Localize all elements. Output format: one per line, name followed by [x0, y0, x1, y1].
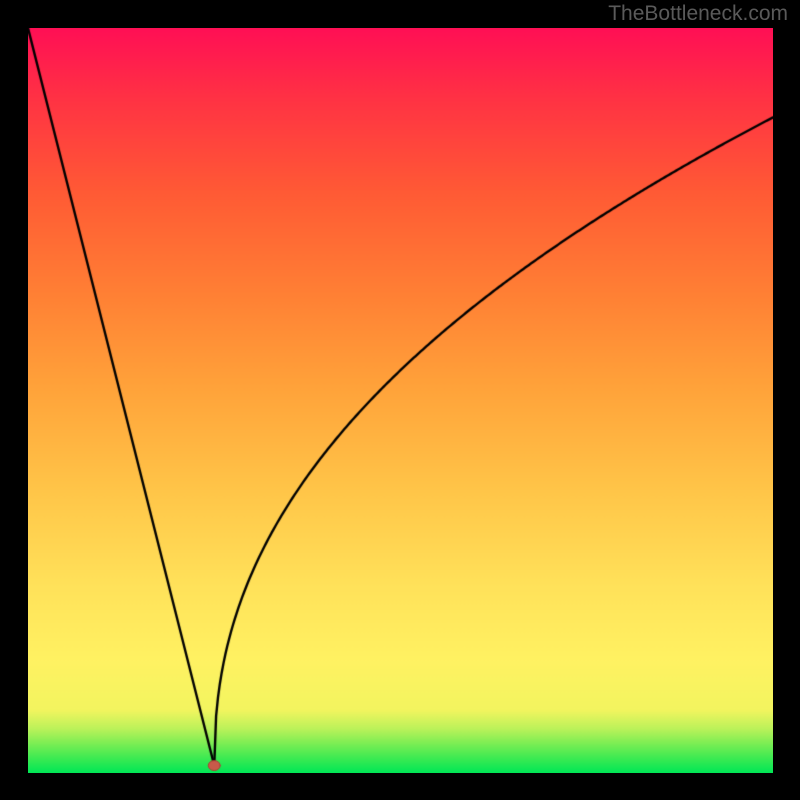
- chart-frame: TheBottleneck.com: [0, 0, 800, 800]
- curve-canvas: [28, 28, 773, 773]
- watermark-label: TheBottleneck.com: [608, 2, 788, 26]
- plot-area: [28, 28, 773, 773]
